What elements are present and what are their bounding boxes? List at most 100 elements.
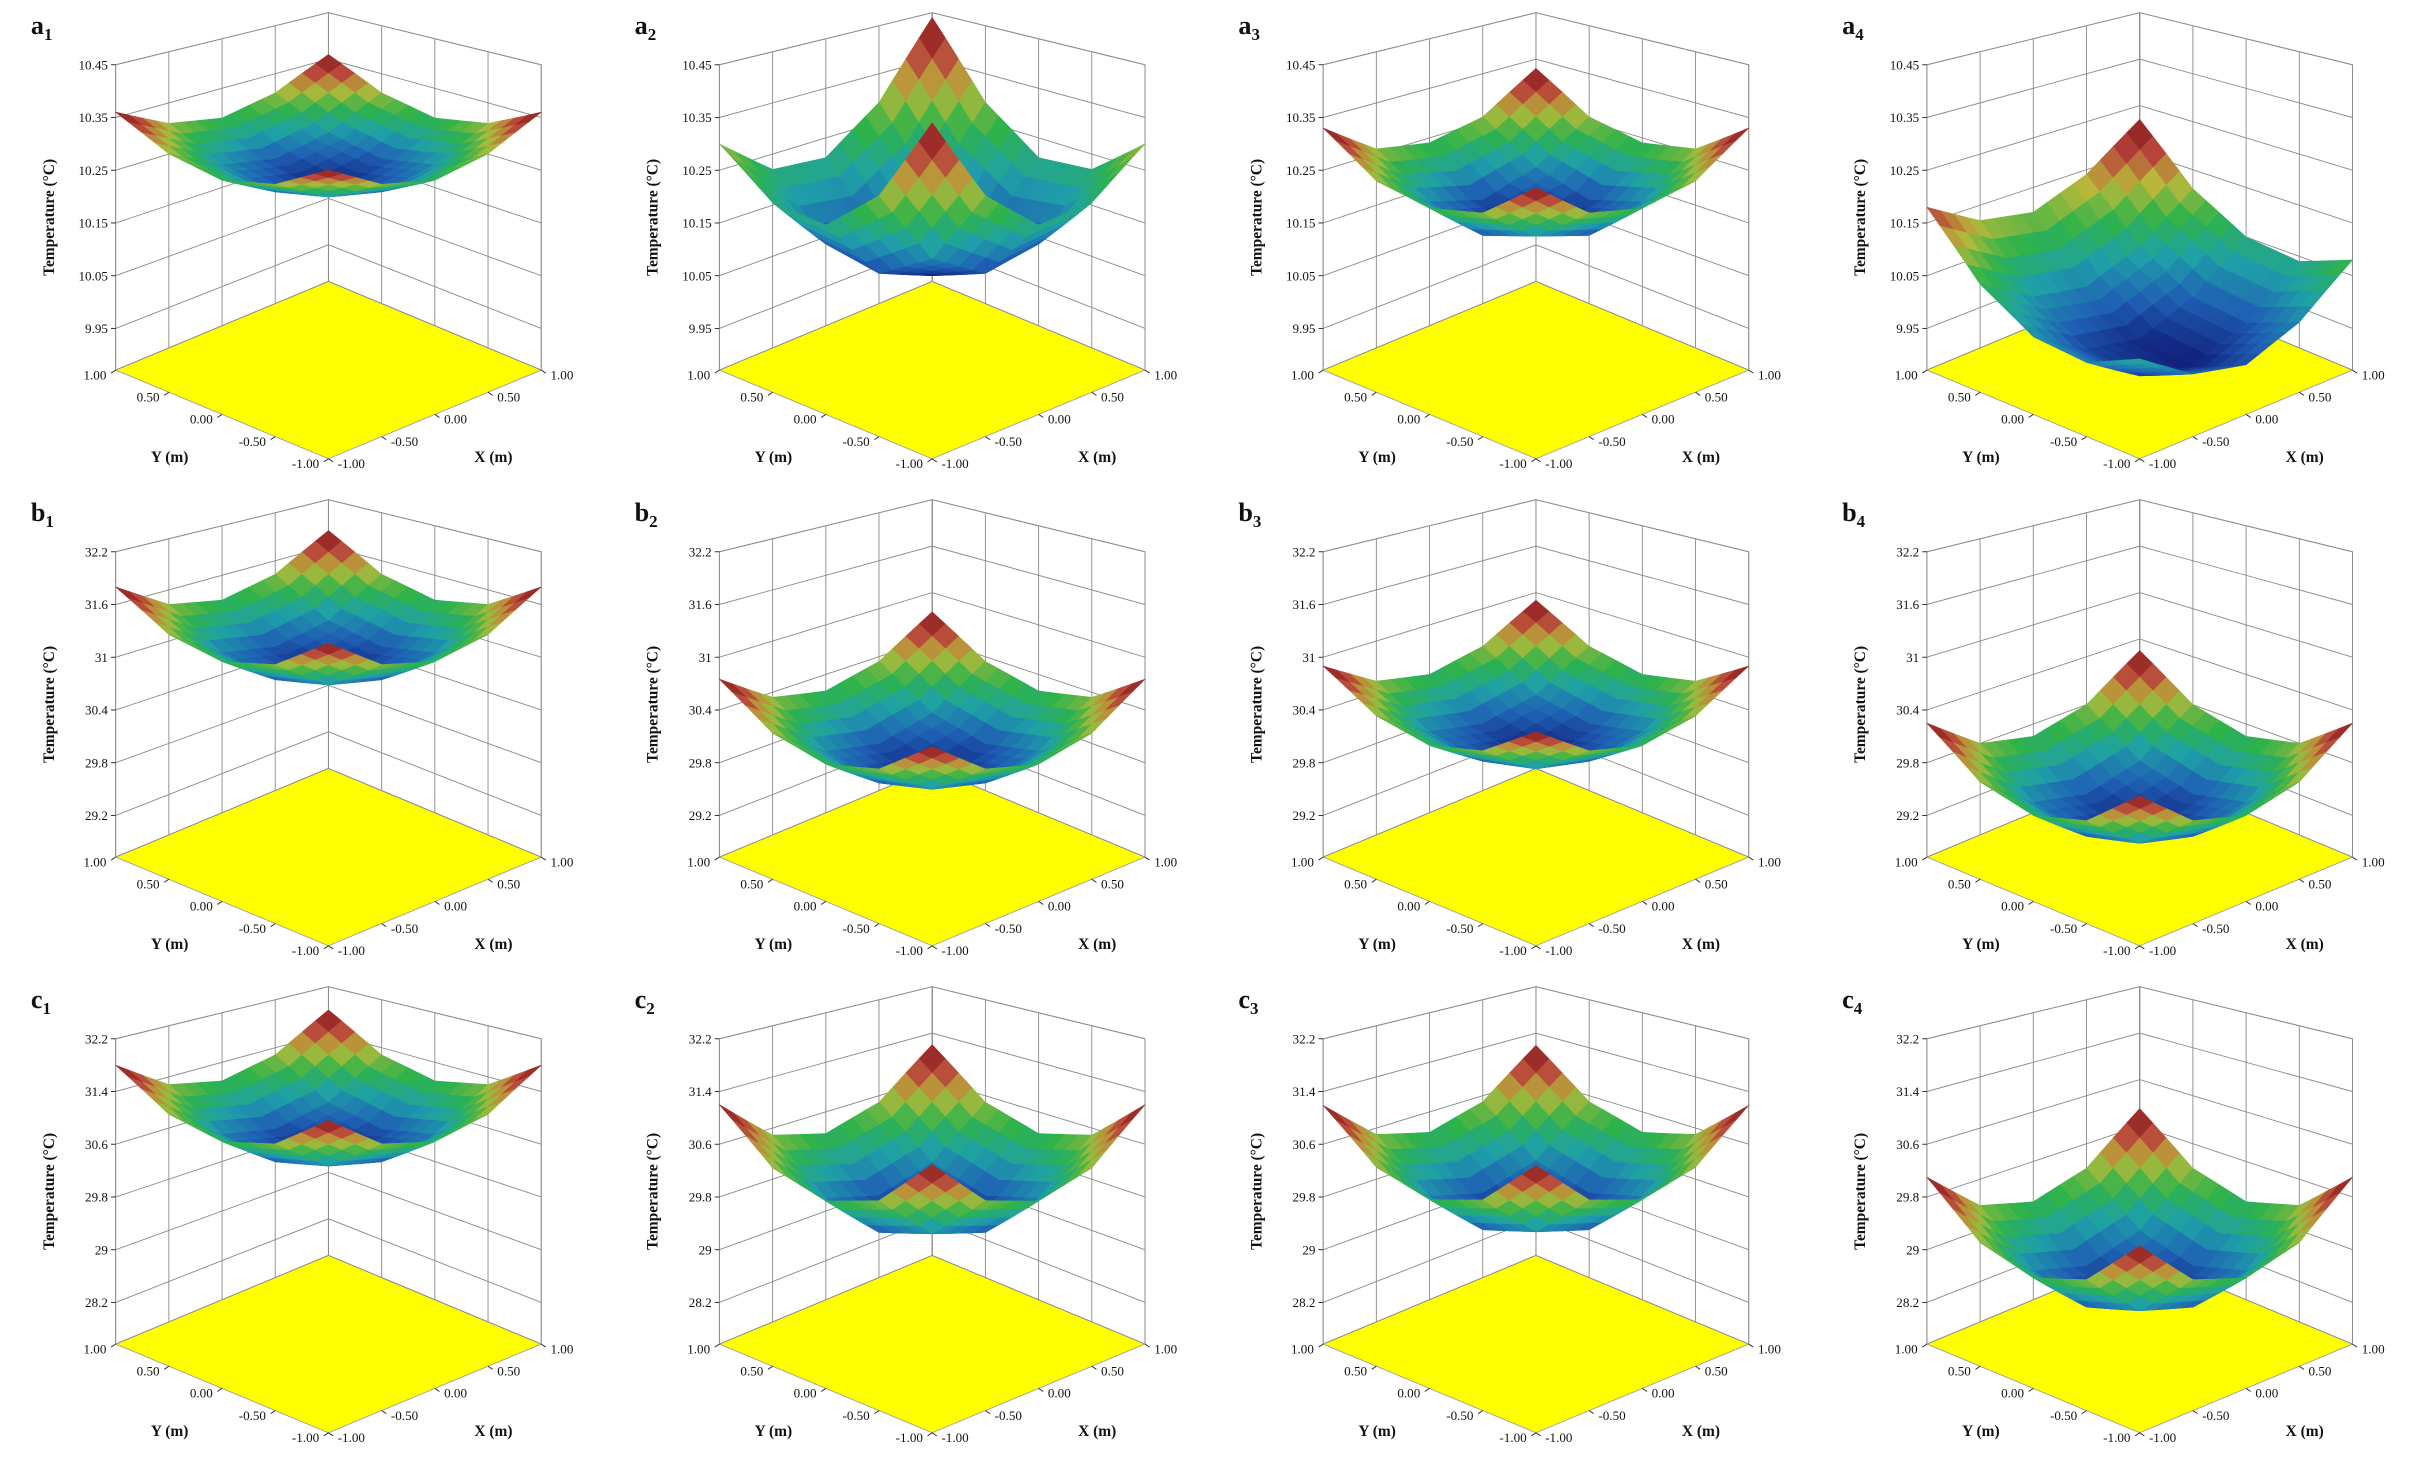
y-tick-label: 0.50	[1948, 876, 1971, 891]
panel-subscript: 2	[648, 25, 656, 44]
x-tick-mark	[931, 458, 938, 463]
z-tick-label: 10.05	[1890, 268, 1920, 283]
x-tick-label: 1.00	[2362, 367, 2385, 382]
z-tick-label: 31.6	[689, 597, 712, 612]
z-grid-line	[1323, 58, 1749, 118]
y-axis-title: Y (m)	[1358, 449, 1396, 466]
x-tick-label: -1.00	[941, 456, 969, 471]
z-tick-label: 10.45	[78, 57, 108, 72]
panel-letter: c	[1842, 985, 1854, 1014]
z-grid-line	[115, 731, 542, 816]
y-tick-label: 0.00	[190, 1386, 213, 1401]
x-tick-mark	[1695, 391, 1701, 396]
z-tick-label: 32.2	[689, 1031, 712, 1046]
panel-subscript: 1	[44, 25, 52, 44]
y-tick-label: -1.00	[2103, 1430, 2131, 1445]
y-tick-label: 1.00	[1895, 1341, 1918, 1356]
x-tick-mark	[2352, 369, 2358, 374]
x-tick-label: 0.00	[1048, 1386, 1071, 1401]
x-tick-label: 0.00	[1048, 412, 1071, 427]
x-tick-label: 0.00	[2255, 1386, 2278, 1401]
z-tick-label: 31.4	[1896, 1084, 1919, 1099]
y-tick-label: -0.50	[1446, 1408, 1474, 1423]
panel-subscript: 3	[1251, 25, 1259, 44]
y-tick-mark	[874, 436, 880, 441]
y-axis-title: Y (m)	[151, 449, 189, 466]
z-grid-line	[1926, 58, 2353, 118]
z-tick-label: 30.6	[1896, 1137, 1919, 1152]
z-axis-title: Temperature (°C)	[1248, 159, 1265, 276]
x-tick-mark	[985, 436, 991, 441]
panel-subscript: 2	[649, 512, 657, 531]
x-tick-label: 0.00	[1652, 412, 1675, 427]
x-tick-mark	[487, 391, 493, 396]
x-tick-mark	[381, 436, 387, 441]
z-axis-title: Temperature (°C)	[645, 646, 662, 763]
z-tick-label: 29.8	[689, 1190, 712, 1205]
z-axis-title: Temperature (°C)	[1248, 1133, 1265, 1250]
x-tick-label: 0.00	[1652, 899, 1675, 914]
panel-label: a2	[635, 11, 657, 44]
z-tick-label: 29	[699, 1242, 713, 1257]
y-tick-label: -0.50	[2050, 921, 2078, 936]
y-tick-label: 1.00	[687, 854, 710, 869]
y-tick-label: -0.50	[239, 434, 267, 449]
y-tick-mark	[323, 945, 329, 950]
z-tick-label: 10.35	[78, 110, 108, 125]
y-axis-title: Y (m)	[755, 1423, 793, 1440]
x-axis-title: X (m)	[2286, 936, 2324, 953]
x-tick-label: -0.50	[2202, 921, 2230, 936]
x-tick-mark	[1642, 414, 1648, 418]
x-tick-mark	[2299, 391, 2305, 396]
x-axis-title: X (m)	[2286, 1423, 2324, 1440]
y-tick-label: -1.00	[896, 1430, 924, 1445]
z-tick-label: 31.6	[85, 597, 108, 612]
z-tick-label: 29.8	[1293, 755, 1316, 770]
z-tick-label: 31	[699, 650, 712, 665]
z-grid-line	[1323, 12, 1749, 66]
x-tick-label: -1.00	[941, 943, 969, 958]
x-tick-mark	[434, 414, 440, 418]
y-tick-label: 0.00	[1397, 899, 1420, 914]
x-axis-title: X (m)	[1078, 936, 1116, 953]
x-tick-mark	[2192, 436, 2198, 441]
x-tick-mark	[328, 458, 334, 463]
x-tick-mark	[2245, 414, 2251, 418]
x-tick-label: -1.00	[941, 1430, 969, 1445]
z-tick-label: 10.35	[1890, 110, 1920, 125]
y-tick-label: -1.00	[896, 943, 924, 958]
y-tick-mark	[1477, 436, 1484, 441]
x-tick-label: 0.00	[1652, 1386, 1675, 1401]
surface-patch	[314, 169, 343, 178]
z-tick-label: 29	[1302, 1242, 1316, 1257]
y-tick-label: 1.00	[687, 367, 710, 382]
x-tick-label: -1.00	[1545, 456, 1573, 471]
y-tick-label: 0.50	[740, 389, 763, 404]
x-tick-label: 0.50	[1705, 389, 1728, 404]
x-tick-mark	[2139, 458, 2145, 463]
y-tick-mark	[927, 458, 933, 463]
x-axis-title: X (m)	[474, 936, 512, 953]
y-axis-title: Y (m)	[1962, 449, 2000, 466]
x-tick-mark	[1588, 436, 1595, 441]
z-tick-label: 31.4	[85, 1084, 108, 1099]
y-tick-label: -1.00	[2103, 456, 2131, 471]
y-tick-label: 1.00	[1291, 1341, 1314, 1356]
z-grid-line	[1926, 12, 2353, 66]
x-tick-mark	[434, 901, 440, 905]
z-tick-label: 9.95	[85, 321, 108, 336]
y-tick-mark	[1424, 414, 1430, 418]
y-tick-label: 0.00	[1397, 412, 1420, 427]
y-tick-label: 1.00	[83, 1341, 106, 1356]
y-tick-label: 0.50	[1948, 1363, 1971, 1378]
y-tick-label: 0.50	[740, 1363, 763, 1378]
z-tick-label: 28.2	[1293, 1295, 1316, 1310]
x-tick-mark	[1144, 369, 1150, 374]
panel-letter: c	[1238, 985, 1250, 1014]
y-tick-label: -0.50	[842, 434, 870, 449]
y-tick-mark	[323, 458, 329, 463]
y-axis-title: Y (m)	[1962, 1423, 2000, 1440]
y-tick-label: 0.50	[1344, 389, 1367, 404]
y-tick-label: 0.00	[2001, 1386, 2024, 1401]
x-tick-label: 0.50	[1705, 1363, 1728, 1378]
